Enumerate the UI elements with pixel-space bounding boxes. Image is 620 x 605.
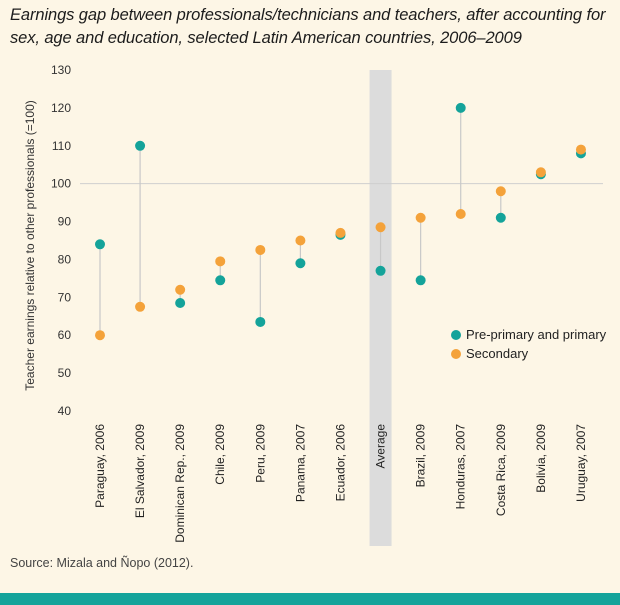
y-tick-label: 110 [52, 139, 71, 153]
point-secondary [575, 144, 586, 155]
point-secondary [215, 256, 226, 267]
point-pre-primary [95, 239, 105, 250]
point-pre-primary [135, 140, 146, 151]
category-label: Brazil, 2009 [414, 424, 428, 488]
category-label: Paraguay, 2006 [93, 424, 107, 508]
y-axis-title: Teacher earnings relative to other profe… [23, 100, 37, 391]
dumbbell-chart: 40 50 60 70 80 90 100 110 120 130 Teacher earnings… [23, 63, 607, 546]
point-pre-primary [495, 212, 506, 223]
point-secondary [535, 167, 546, 178]
y-tick-label: 130 [51, 63, 71, 77]
category-label: Chile, 2009 [213, 424, 227, 485]
chart-title: Earnings gap between professionals/techn… [10, 6, 606, 47]
category-label: Costa Rica, 2009 [494, 424, 508, 516]
y-tick-label: 90 [58, 215, 72, 229]
point-pre-primary [295, 258, 306, 269]
point-pre-primary [215, 275, 226, 286]
point-secondary [135, 301, 146, 312]
legend: Pre-primary and primary Secondary [451, 327, 607, 361]
source-note: Source: Mizala and Ñopo (2012). [10, 556, 194, 570]
category-label: Bolivia, 2009 [534, 424, 548, 493]
category-label: Dominican Rep., 2009 [173, 424, 187, 543]
legend-label-secondary: Secondary [466, 346, 529, 361]
data-points [95, 102, 586, 341]
category-label: El Salvador, 2009 [133, 424, 147, 518]
y-axis: 40 50 60 70 80 90 100 110 120 130 Teacher earnings… [23, 63, 71, 418]
point-secondary [415, 212, 426, 223]
point-secondary [175, 284, 186, 295]
legend-label-pre-primary: Pre-primary and primary [466, 327, 607, 342]
y-tick-label: 120 [51, 101, 71, 115]
point-secondary [455, 208, 466, 219]
category-label: Average [374, 424, 388, 469]
y-tick-label: 70 [58, 290, 72, 304]
y-tick-label: 40 [58, 404, 72, 418]
category-label: Panama, 2007 [293, 424, 307, 502]
point-pre-primary [455, 102, 466, 113]
point-pre-primary [375, 265, 386, 276]
legend-marker-secondary [451, 349, 461, 359]
point-pre-primary [255, 316, 266, 327]
point-pre-primary [175, 298, 186, 309]
category-label: Honduras, 2007 [454, 424, 468, 510]
average-highlight-band [369, 70, 392, 546]
y-tick-label: 100 [51, 177, 71, 191]
legend-marker-pre-primary [451, 330, 461, 340]
average-band-layer [369, 70, 392, 546]
point-secondary [375, 222, 386, 233]
point-secondary [495, 186, 506, 197]
category-label: Ecuador, 2006 [333, 424, 347, 502]
category-label: Uruguay, 2007 [574, 424, 588, 502]
y-tick-label: 80 [58, 252, 72, 266]
point-pre-primary [415, 275, 426, 286]
point-secondary [95, 330, 105, 341]
y-tick-label: 60 [58, 328, 72, 342]
connector-lines [99, 107, 582, 336]
point-secondary [335, 227, 346, 238]
point-secondary [295, 235, 306, 246]
x-axis-category-labels: Paraguay, 2006 El Salvador, 2009 Dominican… [93, 424, 588, 543]
bottom-accent-bar [0, 593, 620, 605]
category-label: Peru, 2009 [253, 424, 267, 483]
point-secondary [255, 244, 266, 255]
y-tick-label: 50 [58, 366, 72, 380]
